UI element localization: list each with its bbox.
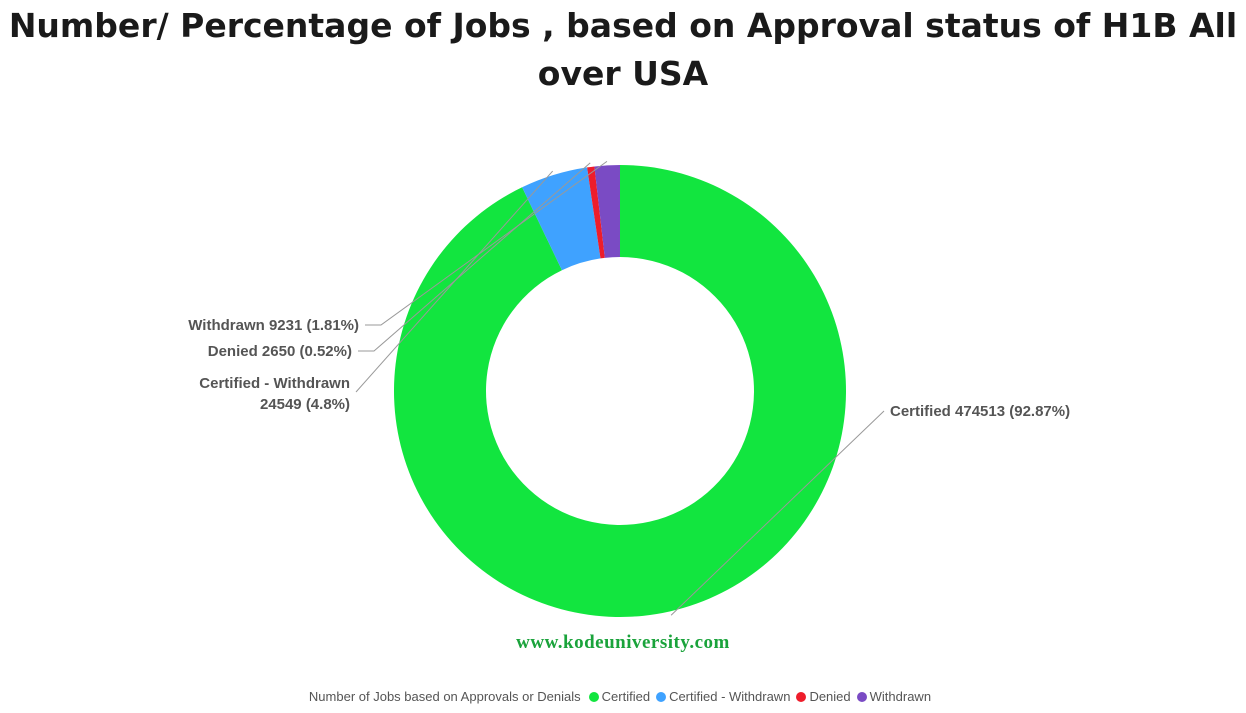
legend: Number of Jobs based on Approvals or Den… [0,689,1246,704]
legend-item-certified-withdrawn[interactable]: Certified - Withdrawn [656,689,790,704]
slice-certified-withdrawn[interactable] [522,167,601,271]
legend-dot-certified-withdrawn [656,691,667,702]
slice-label-line-withdrawn-1: Withdrawn 9231 (1.81%) [188,317,359,334]
slice-withdrawn[interactable] [594,165,620,258]
legend-item-certified[interactable]: Certified [588,689,651,704]
legend-label-certified-withdrawn: Certified - Withdrawn [669,689,791,704]
legend-dot-certified [588,691,599,702]
slice-label-line-certified-withdrawn-2: 24549 (4.8%) [260,396,350,413]
slices-layer [394,165,847,617]
legend-label-withdrawn: Withdrawn [869,689,932,704]
legend-item-denied[interactable]: Denied [796,689,851,704]
slice-label-certified: Certified 474513 (92.87%) [890,403,1070,420]
slice-certified[interactable] [394,165,847,617]
labels-layer: Certified 474513 (92.87%) Certified - Wit… [188,317,1070,420]
slice-label-line-denied-1: Denied 2650 (0.52%) [208,343,352,360]
watermark-text: www.kodeuniversity.com [516,632,730,653]
slice-denied[interactable] [587,166,605,259]
legend-label-certified: Certified [601,689,651,704]
legend-dot-withdrawn [856,691,867,702]
legend-title: Number of Jobs based on Approvals or Den… [308,689,581,704]
leader-line-certified [670,410,885,616]
slice-label-certified-withdrawn: Certified - Withdrawn 24549 (4.8%) [199,375,350,413]
slice-label-line-certified-withdrawn-1: Certified - Withdrawn [199,375,350,392]
slice-label-line-certified-1: Certified 474513 (92.87%) [890,403,1070,420]
leader-line-withdrawn [365,160,608,326]
legend-label-denied: Denied [809,689,851,704]
legend-dot-denied [796,691,807,702]
leaders-layer [355,160,885,616]
legend-item-withdrawn[interactable]: Withdrawn [856,689,932,704]
slice-label-withdrawn: Withdrawn 9231 (1.81%) [188,317,359,334]
slice-label-denied: Denied 2650 (0.52%) [208,343,352,360]
chart-title: Number/ Percentage of Jobs , based on Ap… [8,6,1238,93]
